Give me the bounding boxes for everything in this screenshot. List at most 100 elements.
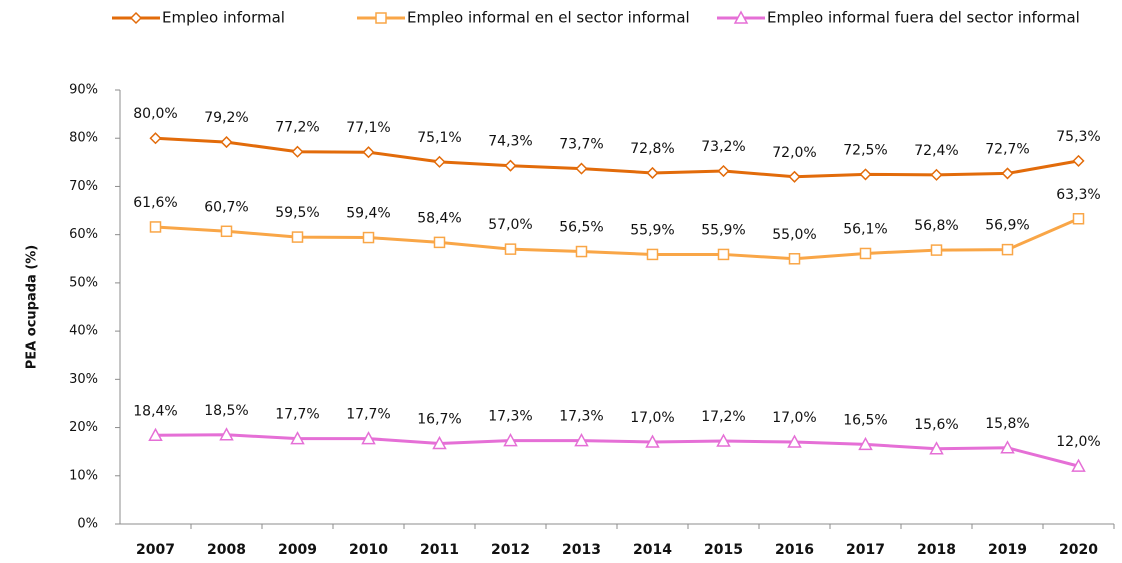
data-label: 80,0% — [133, 106, 177, 122]
data-point — [1001, 167, 1014, 180]
data-point — [291, 145, 304, 158]
y-tick-label: 80% — [69, 131, 98, 146]
data-point — [291, 231, 304, 243]
x-tick-label: 2012 — [491, 542, 530, 558]
data-point — [787, 434, 802, 448]
data-point — [149, 132, 162, 145]
data-point — [788, 253, 801, 265]
y-tick-label: 0% — [77, 517, 98, 532]
x-tick-label: 2009 — [278, 542, 317, 558]
data-point — [361, 431, 376, 445]
x-tick-label: 2015 — [704, 542, 743, 558]
data-label: 55,9% — [701, 222, 745, 238]
data-label: 79,2% — [204, 110, 248, 126]
data-point — [574, 433, 589, 447]
data-point — [362, 231, 375, 244]
x-tick-label: 2010 — [349, 542, 388, 558]
y-axis-label: PEA ocupada (%) — [25, 245, 40, 369]
data-label: 75,1% — [417, 130, 461, 146]
data-label: 17,3% — [488, 409, 532, 425]
data-label: 15,8% — [985, 416, 1029, 432]
data-label: 56,5% — [559, 220, 603, 236]
data-label: 18,4% — [133, 403, 177, 419]
data-point — [930, 244, 943, 256]
data-label: 16,5% — [843, 412, 887, 428]
data-label: 72,8% — [630, 141, 674, 157]
x-tick-label: 2011 — [420, 542, 459, 558]
data-point — [1071, 458, 1086, 472]
series-line — [155, 433, 1079, 468]
data-point — [219, 427, 234, 441]
data-point — [504, 243, 517, 255]
x-tick-label: 2016 — [775, 542, 814, 558]
legend-label: Empleo informal en el sector informal — [407, 9, 690, 27]
data-label: 55,9% — [630, 222, 674, 238]
data-label: 77,1% — [346, 120, 390, 136]
data-point — [1001, 243, 1014, 256]
legend-marker — [129, 11, 143, 25]
data-label: 17,0% — [630, 410, 674, 426]
data-label: 60,7% — [204, 199, 248, 215]
data-label: 72,7% — [985, 141, 1029, 157]
x-tick-label: 2017 — [846, 542, 885, 558]
y-tick-label: 10% — [69, 468, 98, 483]
data-point — [575, 245, 588, 258]
data-label: 72,5% — [843, 142, 887, 158]
data-point — [717, 248, 730, 261]
data-point — [1072, 213, 1085, 225]
data-label: 56,1% — [843, 221, 887, 237]
x-tick-label: 2014 — [633, 542, 672, 558]
legend-marker — [733, 10, 749, 24]
y-tick-label: 40% — [69, 324, 98, 339]
data-label: 72,4% — [914, 143, 958, 159]
data-label: 73,7% — [559, 137, 603, 153]
data-point — [858, 436, 873, 451]
data-label: 56,9% — [985, 218, 1029, 234]
x-tick-label: 2020 — [1059, 542, 1098, 558]
data-point — [788, 170, 801, 183]
data-label: 72,0% — [772, 145, 816, 161]
series-line — [155, 217, 1080, 261]
data-point — [646, 166, 659, 180]
data-point — [717, 164, 730, 178]
y-tick-label: 60% — [69, 227, 98, 242]
data-label: 57,0% — [488, 217, 532, 233]
data-label: 75,3% — [1056, 129, 1100, 145]
data-label: 16,7% — [417, 411, 461, 427]
data-label: 63,3% — [1056, 187, 1100, 203]
y-tick-label: 90% — [69, 83, 98, 98]
legend-label: Empleo informal — [162, 9, 285, 27]
data-label: 17,2% — [701, 409, 745, 425]
series-line — [155, 136, 1079, 179]
data-label: 61,6% — [133, 195, 177, 211]
data-point — [645, 434, 660, 448]
data-point — [220, 136, 233, 149]
data-point — [503, 433, 518, 447]
x-tick-label: 2013 — [562, 542, 601, 558]
data-label: 12,0% — [1056, 434, 1100, 450]
y-tick-label: 30% — [69, 372, 98, 387]
data-label: 17,7% — [346, 407, 390, 423]
data-label: 18,5% — [204, 403, 248, 419]
legend-label: Empleo informal fuera del sector informa… — [767, 9, 1080, 27]
x-tick-label: 2018 — [917, 542, 956, 558]
data-label: 15,6% — [914, 417, 958, 433]
data-point — [575, 162, 588, 175]
data-label: 17,0% — [772, 410, 816, 426]
data-point — [859, 247, 872, 260]
data-label: 59,4% — [346, 206, 390, 222]
data-point — [149, 221, 162, 233]
data-point — [504, 159, 517, 172]
data-label: 17,7% — [275, 407, 319, 423]
data-label: 77,2% — [275, 120, 319, 136]
data-point — [148, 427, 163, 442]
legend-marker — [375, 12, 387, 24]
x-tick-label: 2019 — [988, 542, 1027, 558]
data-point — [1000, 440, 1015, 454]
y-tick-label: 70% — [69, 179, 98, 194]
y-tick-label: 50% — [69, 275, 98, 290]
data-point — [433, 236, 446, 249]
x-tick-label: 2008 — [207, 542, 246, 558]
data-point — [859, 168, 872, 181]
